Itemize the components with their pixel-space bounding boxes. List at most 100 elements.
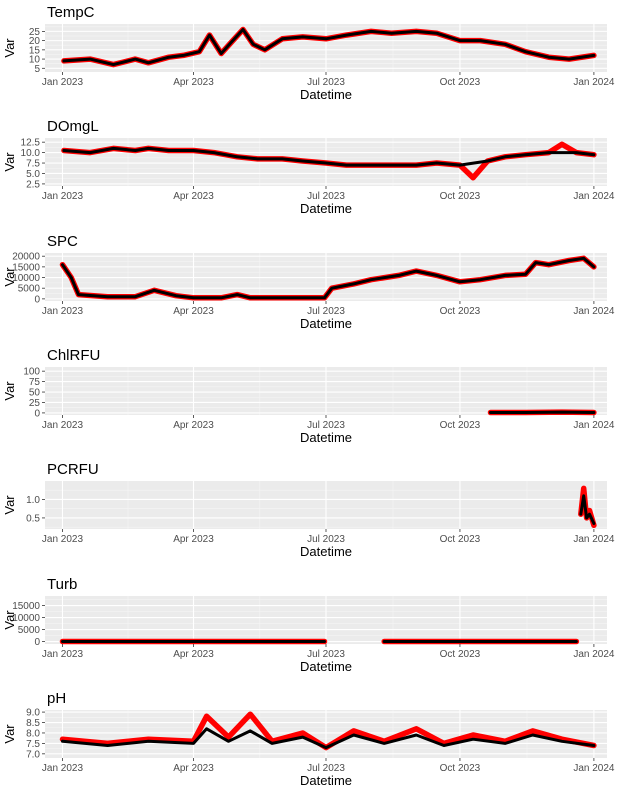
x-tick-label: Jan 2023 — [42, 763, 84, 774]
y-tick-label: 8.5 — [26, 718, 40, 729]
y-tick-label: 5000 — [18, 283, 41, 294]
y-tick-label: 0.5 — [26, 514, 40, 525]
y-tick-label: 10.0 — [21, 148, 41, 159]
x-tick-label: Jan 2023 — [42, 191, 84, 202]
x-tick-label: Jan 2024 — [573, 306, 615, 317]
y-tick-label: 0 — [34, 637, 40, 648]
y-axis-label: Var — [2, 38, 17, 58]
x-tick-label: Jan 2023 — [42, 420, 84, 431]
y-axis-label: Var — [2, 495, 17, 515]
x-tick-label: Oct 2023 — [440, 534, 481, 545]
x-tick-label: Jan 2023 — [42, 649, 84, 660]
y-tick-label: 0 — [34, 294, 40, 305]
x-axis-label: Datetime — [300, 87, 352, 102]
y-axis-label: Var — [2, 609, 17, 629]
y-tick-label: 2.5 — [26, 180, 40, 191]
x-axis-label: Datetime — [300, 773, 352, 788]
x-axis-label: Datetime — [300, 544, 352, 559]
y-tick-label: 12.5 — [21, 138, 41, 149]
y-axis-label: Var — [2, 266, 17, 286]
x-tick-label: Oct 2023 — [440, 306, 481, 317]
y-tick-label: 7.0 — [26, 749, 40, 760]
x-tick-label: Jan 2023 — [42, 77, 84, 88]
x-tick-label: Oct 2023 — [440, 420, 481, 431]
x-tick-label: Jan 2024 — [573, 191, 615, 202]
panel-title: Turb — [47, 576, 77, 593]
series-line-black — [61, 256, 596, 299]
x-tick-label: Apr 2023 — [173, 534, 214, 545]
y-tick-label: 50 — [29, 387, 41, 398]
x-tick-label: Jan 2024 — [573, 763, 615, 774]
x-tick-label: Oct 2023 — [440, 191, 481, 202]
y-tick-label: 15000 — [12, 262, 40, 273]
x-tick-label: Jul 2023 — [307, 191, 345, 202]
x-axis-label: Datetime — [300, 659, 352, 674]
y-tick-label: 0 — [34, 408, 40, 419]
x-tick-label: Apr 2023 — [173, 420, 214, 431]
x-tick-label: Apr 2023 — [173, 649, 214, 660]
y-tick-label: 7.5 — [26, 159, 40, 170]
y-tick-label: 9.0 — [26, 707, 40, 718]
y-tick-label: 5000 — [18, 625, 41, 636]
x-tick-label: Apr 2023 — [173, 763, 214, 774]
panel-title: SPC — [47, 233, 78, 250]
x-tick-label: Oct 2023 — [440, 763, 481, 774]
panel-ph: 7.0 7.5 8.0 8.5 9.0 Jan 2023 Apr 2023 Jul 2023 O… — [0, 686, 625, 800]
x-axis-label: Datetime — [300, 201, 352, 216]
panel-title: DOmgL — [47, 118, 99, 135]
y-tick-label: 10000 — [12, 613, 40, 624]
y-tick-label: 7.5 — [26, 739, 40, 750]
series-line-black — [62, 147, 596, 167]
x-tick-label: Jul 2023 — [307, 763, 345, 774]
y-axis-label: Var — [2, 723, 17, 743]
y-tick-label: 75 — [29, 377, 41, 388]
x-tick-label: Jan 2023 — [42, 534, 84, 545]
x-tick-label: Oct 2023 — [440, 649, 481, 660]
y-tick-label: 10 — [29, 55, 41, 66]
y-tick-label: 20000 — [12, 251, 40, 262]
x-tick-label: Oct 2023 — [440, 77, 481, 88]
x-tick-label: Jan 2023 — [42, 306, 84, 317]
x-axis-label: Datetime — [300, 430, 352, 445]
x-tick-label: Jul 2023 — [307, 77, 345, 88]
series-line-black — [61, 727, 596, 749]
y-tick-label: 10000 — [12, 273, 40, 284]
y-axis-label: Var — [2, 381, 17, 401]
panel-spc: 0 5000 10000 15000 20000 Jan 2023 Apr 2023 Jul … — [0, 229, 625, 343]
panel-title: ChlRFU — [47, 347, 100, 364]
x-tick-label: Apr 2023 — [173, 306, 214, 317]
plot-ph: 7.07.58.08.59.0 Jan 2023 Apr 2023 Jul 2023 O… — [2, 690, 615, 788]
x-tick-label: Jan 2024 — [573, 77, 615, 88]
y-tick-label: 5.0 — [26, 169, 40, 180]
y-tick-label: 15 — [29, 45, 41, 56]
panel-domgl: 2.5 5.0 7.5 10.0 12.5 Jan 2023 Apr 2023 Jul 202… — [0, 114, 625, 228]
y-axis-label: Var — [2, 152, 17, 172]
y-tick-label: 25 — [29, 398, 41, 409]
y-tick-label: 1.0 — [26, 495, 40, 506]
x-tick-label: Jul 2023 — [307, 420, 345, 431]
plot-pcrfu: 0.5 1.0 Jan 2023 Apr 2023 Jul 2023 Oct 2023 Ja… — [2, 461, 615, 559]
panel-tempc: 5 10 15 20 25 Jan 2023 Apr 2023 Jul 2023 Oct 202… — [0, 0, 625, 114]
x-tick-label: Apr 2023 — [173, 77, 214, 88]
x-tick-label: Jan 2024 — [573, 649, 615, 660]
y-tick-label: 5 — [34, 64, 40, 75]
x-tick-label: Apr 2023 — [173, 191, 214, 202]
y-tick-label: 100 — [23, 367, 40, 378]
y-tick-label: 15000 — [12, 601, 40, 612]
panel-title: PCRFU — [47, 461, 99, 478]
y-tick-label: 20 — [29, 36, 41, 47]
series-line-black — [62, 28, 596, 67]
x-tick-label: Jan 2024 — [573, 420, 615, 431]
x-tick-label: Jul 2023 — [307, 534, 345, 545]
x-axis-label: Datetime — [300, 316, 352, 331]
x-tick-label: Jul 2023 — [307, 649, 345, 660]
panel-chlrfu: 0 25 50 75 100 Jan 2023 Apr 2023 Jul 2023 Oct 20… — [0, 343, 625, 457]
panel-title: pH — [47, 690, 66, 707]
plot-domgl: 2.55.07.510.012.5 Jan 2023 Apr 2023 Jul 202… — [2, 118, 615, 216]
x-tick-label: Jan 2024 — [573, 534, 615, 545]
